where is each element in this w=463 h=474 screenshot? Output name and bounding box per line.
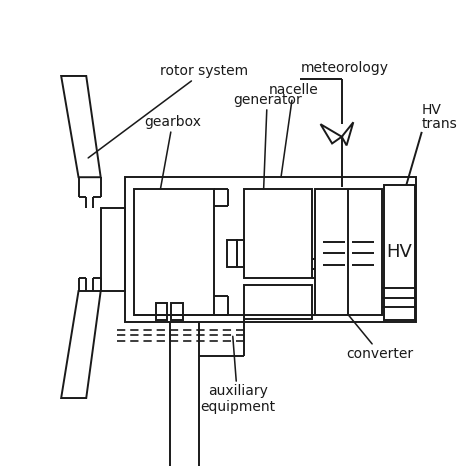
Bar xyxy=(244,285,312,319)
Bar xyxy=(125,177,416,322)
Text: rotor system: rotor system xyxy=(88,64,249,158)
Text: meteorology: meteorology xyxy=(300,61,388,75)
Text: HV: HV xyxy=(422,103,442,117)
Bar xyxy=(156,302,167,320)
Bar xyxy=(384,185,415,320)
Bar xyxy=(171,302,183,320)
Text: gearbox: gearbox xyxy=(144,115,201,189)
Text: converter: converter xyxy=(347,315,414,361)
Text: generator: generator xyxy=(233,93,301,189)
Text: trans: trans xyxy=(422,117,457,131)
Text: nacelle: nacelle xyxy=(269,83,318,177)
Bar xyxy=(315,189,382,315)
Text: HV: HV xyxy=(387,244,413,262)
Text: auxiliary
equipment: auxiliary equipment xyxy=(200,337,275,414)
Bar xyxy=(237,240,244,267)
Bar xyxy=(244,189,312,278)
Bar xyxy=(227,240,237,267)
Bar xyxy=(134,189,213,315)
Bar xyxy=(100,208,125,291)
